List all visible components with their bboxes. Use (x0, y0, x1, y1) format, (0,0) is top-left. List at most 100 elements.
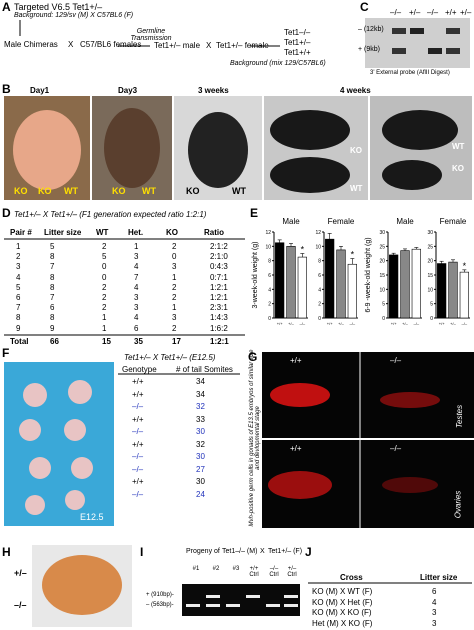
y-axis-label: 6-9 -week-old weight (g) (365, 237, 372, 312)
annotation: * (463, 261, 467, 271)
th: # of tail Somites (176, 365, 233, 374)
y-tick-label: 10 (379, 287, 385, 293)
y-tick-label: 30 (427, 230, 433, 236)
lane: –/– Ctrl (269, 566, 279, 578)
gel (182, 584, 300, 616)
td: 34 (196, 377, 205, 386)
td: 2:1:2 (210, 242, 228, 251)
mouse (382, 110, 458, 150)
band (446, 28, 460, 34)
td: 9 (50, 323, 55, 333)
y-tick-label: 20 (379, 259, 385, 265)
y-tick-label: 4 (318, 287, 321, 293)
td: 1:2:1 (210, 282, 228, 292)
chart-title: Female (328, 217, 355, 226)
td: 4 (134, 262, 139, 272)
x-tick-label: +/– (288, 321, 294, 326)
germ-cells (268, 383, 440, 499)
td: 8 (50, 313, 55, 323)
photo-title: 4 weeks (340, 86, 371, 95)
label: +/+ (290, 356, 302, 365)
label: WT (350, 184, 363, 193)
td: 0 (102, 272, 107, 282)
band (428, 48, 442, 54)
bar (347, 263, 357, 319)
photo-label: E12.5 (80, 512, 104, 522)
table-title: Tet1+/– X Tet1+/– (E12.5) (124, 353, 216, 362)
band-label: + (910bp)- (146, 592, 174, 598)
td: +/+ (132, 389, 144, 399)
text: Tet1+/+ (284, 48, 311, 57)
th: Ratio (204, 228, 224, 237)
th: Pair # (10, 228, 32, 237)
x-tick-label: +/+ (327, 321, 333, 326)
annotation: * (301, 245, 305, 255)
label: Ovaries (453, 490, 463, 519)
embryos (19, 380, 93, 515)
x-tick-label: +/+ (439, 321, 445, 326)
y-tick-label: 10 (427, 287, 433, 293)
text: Background (mix 129/C57BL6) (230, 60, 326, 67)
band (392, 48, 406, 54)
th: Genotype (122, 365, 157, 374)
td: KO (M) X Het (F) (312, 597, 373, 607)
side-caption: Mvh-positive germ cells in gonads of E13… (249, 349, 261, 527)
td: 5 (102, 252, 107, 262)
panel-label: I (140, 545, 144, 559)
y-axis-label: 3-week-old weight (g) (252, 242, 259, 309)
td: –/– (132, 464, 144, 474)
mice (188, 112, 248, 188)
td: KO (M) X WT (F) (312, 587, 373, 596)
text: X (68, 40, 74, 49)
label: +/– (14, 568, 27, 578)
td: 3 (432, 618, 437, 628)
y-tick-label: 15 (379, 273, 385, 279)
td: 15 (102, 337, 111, 346)
y-tick-label: 20 (427, 259, 433, 265)
photo-title: 3 weeks (198, 86, 229, 95)
mouse (270, 157, 350, 193)
lane: –/– (390, 8, 402, 17)
text: Tet1+/– female (216, 41, 269, 50)
td: 1 (172, 303, 177, 313)
td: 4 (16, 272, 21, 282)
bar (297, 256, 307, 319)
td: 17 (172, 337, 181, 346)
lane: +/– (460, 8, 472, 17)
text: Tet1–/– (M) (222, 548, 258, 555)
td: –/– (132, 452, 144, 461)
bar (389, 254, 399, 319)
chart-title: Male (396, 217, 414, 226)
bar (400, 250, 410, 319)
th: KO (166, 228, 178, 237)
panel-label: D (2, 206, 11, 220)
panel-label: F (2, 346, 10, 360)
td: 30 (196, 427, 205, 436)
y-tick-label: 25 (427, 244, 433, 250)
blot (365, 18, 470, 68)
text: C57/BL6 females (80, 40, 142, 49)
chart-title: Male (282, 217, 300, 226)
bar (437, 263, 447, 319)
td: 32 (196, 439, 205, 449)
td: 24 (196, 489, 205, 499)
panel-label: H (2, 545, 11, 559)
td: 6 (50, 303, 55, 313)
td: –/– (132, 489, 144, 499)
label: WT (64, 186, 78, 196)
label: –/– (390, 356, 402, 365)
photo (4, 362, 114, 526)
td: 9 (16, 323, 21, 333)
y-tick-label: 10 (315, 244, 321, 250)
th: WT (96, 228, 109, 237)
bar (275, 242, 285, 319)
label: KO (38, 186, 52, 196)
td: 0:7:1 (210, 272, 228, 282)
lane: #1 (192, 566, 200, 572)
panel-label: E (250, 206, 259, 220)
bar (336, 249, 346, 319)
label: –/– (14, 600, 27, 610)
td: +/+ (132, 377, 144, 386)
band-label: – (12kb) (358, 26, 384, 33)
text: Male Chimeras (4, 40, 58, 49)
